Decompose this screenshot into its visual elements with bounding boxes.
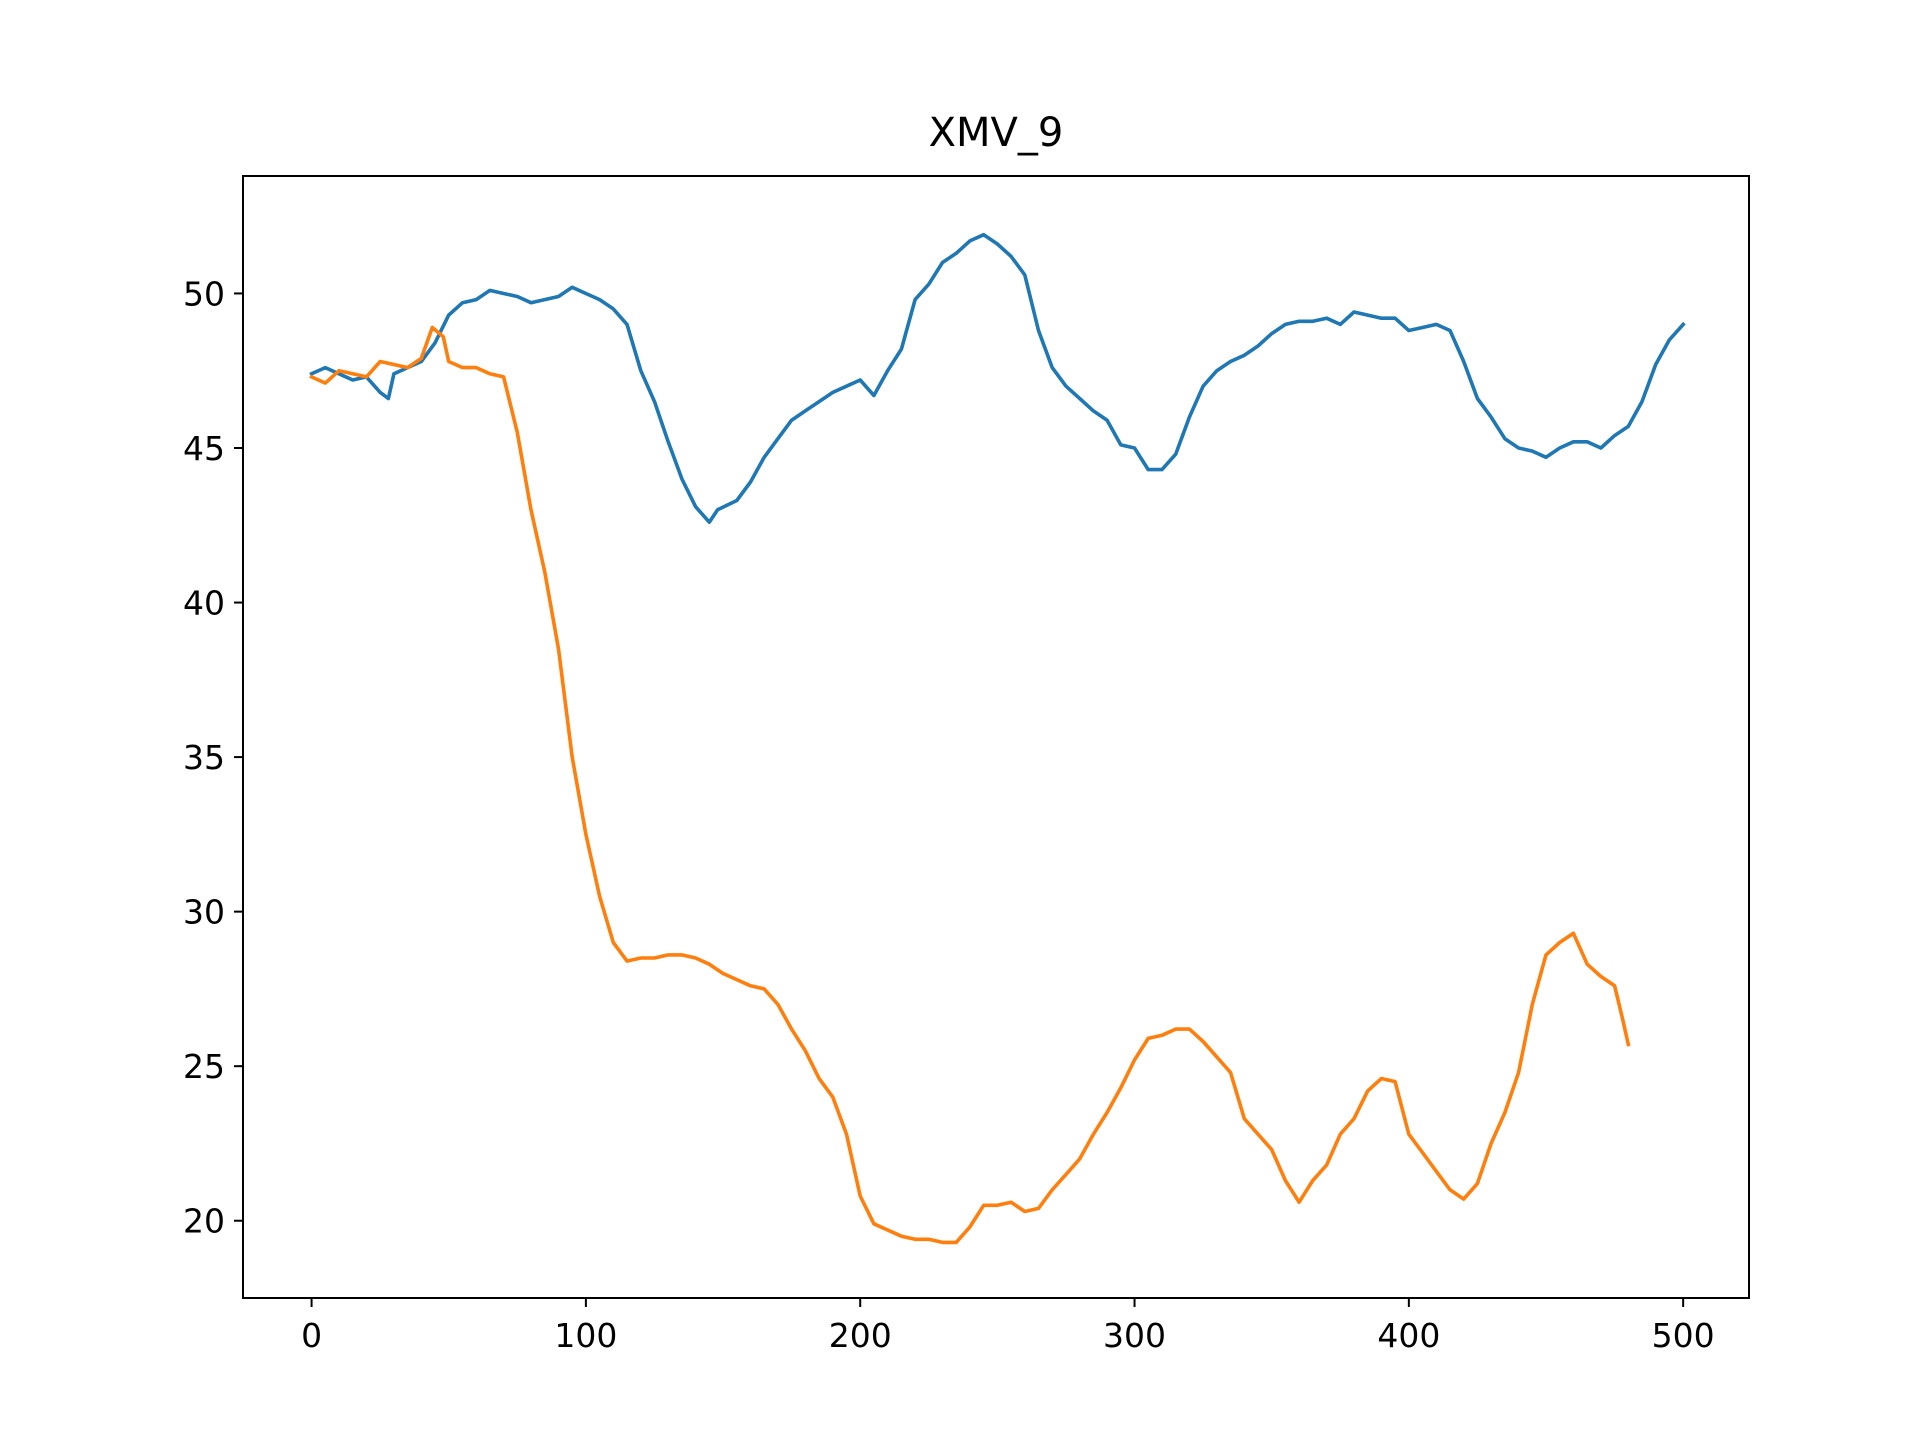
- series-line-2: [309, 325, 1631, 1245]
- y-tick-label: 20: [183, 1202, 225, 1241]
- series-line-1: [309, 232, 1686, 524]
- y-axis-ticks: 20 25 30 35 40 45 50: [183, 274, 243, 1241]
- y-tick-label: 35: [183, 738, 225, 777]
- y-tick-label: 40: [183, 584, 225, 623]
- x-tick-label: 500: [1652, 1316, 1715, 1355]
- x-tick-label: 400: [1377, 1316, 1440, 1355]
- plot-area-frame: [242, 175, 1750, 1299]
- series-layer: [309, 232, 1686, 1245]
- x-tick-label: 200: [829, 1316, 892, 1355]
- y-tick-label: 30: [183, 893, 225, 932]
- x-tick-label: 100: [554, 1316, 617, 1355]
- x-tick-label: 300: [1103, 1316, 1166, 1355]
- chart-title: XMV_9: [929, 110, 1064, 156]
- x-axis-ticks: 0 100 200 300 400 500: [301, 1298, 1715, 1355]
- y-tick-label: 45: [183, 429, 225, 468]
- y-tick-label: 25: [183, 1047, 225, 1086]
- x-tick-label: 0: [301, 1316, 322, 1355]
- y-tick-label: 50: [183, 274, 225, 313]
